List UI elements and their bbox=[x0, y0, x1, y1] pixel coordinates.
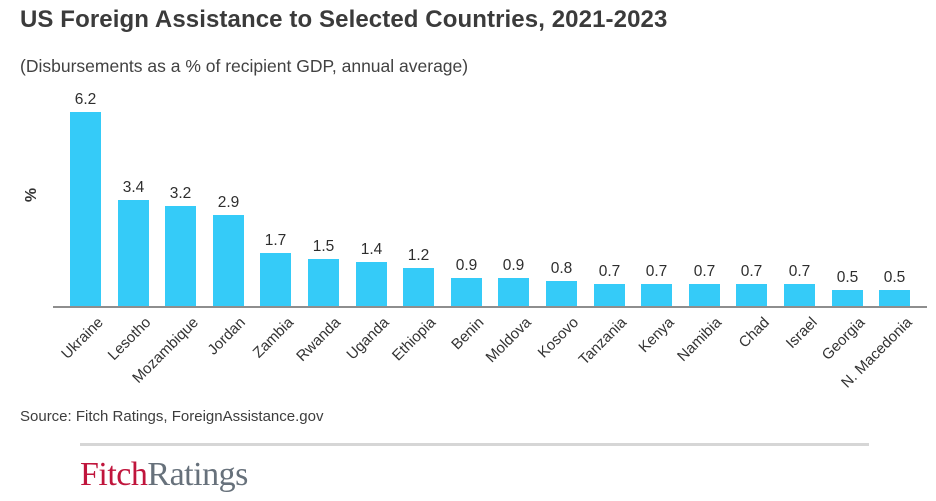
bar bbox=[213, 215, 244, 306]
bar-group: 0.8 bbox=[546, 90, 577, 306]
bar-group: 0.9 bbox=[451, 90, 482, 306]
bar-value-label: 2.9 bbox=[217, 194, 240, 211]
source-note: Source: Fitch Ratings, ForeignAssistance… bbox=[20, 408, 324, 425]
x-axis-tick-label: Moldova bbox=[482, 314, 535, 367]
bar-value-label: 6.2 bbox=[74, 91, 97, 108]
bar-group: 6.2 bbox=[70, 90, 101, 306]
bar bbox=[70, 112, 101, 306]
logo-ratings: Ratings bbox=[147, 456, 248, 493]
plot-area: 6.2 3.4 3.2 2.9 1.7 1.5 1.4 1.2 0.9 0.9 0.8 0.7 0.7 0… bbox=[53, 90, 927, 308]
bar bbox=[546, 281, 577, 306]
bar-group: 0.7 bbox=[594, 90, 625, 306]
x-axis-tick-label: Rwanda bbox=[293, 314, 345, 365]
bar bbox=[308, 259, 339, 306]
bar bbox=[736, 284, 767, 306]
x-axis-tick-label: Zambia bbox=[249, 314, 297, 362]
bar bbox=[118, 200, 149, 306]
bar bbox=[689, 284, 720, 306]
bar-value-label: 0.5 bbox=[836, 269, 859, 286]
bar-group: 1.5 bbox=[308, 90, 339, 306]
bar-value-label: 0.7 bbox=[740, 263, 763, 280]
x-axis-tick-label: Georgia bbox=[818, 314, 869, 364]
bar-value-label: 0.9 bbox=[455, 257, 478, 274]
bar-value-label: 0.8 bbox=[550, 260, 573, 277]
x-axis-tick-label: Tanzania bbox=[575, 314, 631, 369]
bar-group: 2.9 bbox=[213, 90, 244, 306]
bar bbox=[594, 284, 625, 306]
bar-group: 0.5 bbox=[832, 90, 863, 306]
bar-group: 0.7 bbox=[641, 90, 672, 306]
bar bbox=[451, 278, 482, 306]
fitch-ratings-logo: FitchRatings bbox=[80, 456, 248, 494]
bar bbox=[879, 290, 910, 306]
bar bbox=[641, 284, 672, 306]
x-axis-tick-label: Israel bbox=[782, 314, 821, 352]
x-axis-tick-label: Jordan bbox=[204, 314, 250, 359]
x-axis-tick-label: Ukraine bbox=[57, 314, 107, 363]
bar-value-label: 1.2 bbox=[407, 247, 430, 264]
bar-value-label: 3.4 bbox=[122, 179, 145, 196]
x-axis-tick-label: Ethiopia bbox=[389, 314, 440, 365]
bar-value-label: 0.7 bbox=[598, 263, 621, 280]
x-axis-tick-label: Namibia bbox=[674, 314, 726, 365]
bar bbox=[356, 262, 387, 306]
x-axis-tick-label: Lesotho bbox=[104, 314, 155, 364]
bar-value-label: 0.7 bbox=[788, 263, 811, 280]
chart-title: US Foreign Assistance to Selected Countr… bbox=[20, 6, 668, 33]
footer-divider bbox=[80, 443, 869, 446]
x-axis-tick-label: Mozambique bbox=[128, 314, 202, 387]
x-axis-tick-label: Chad bbox=[735, 314, 773, 352]
bar-value-label: 1.7 bbox=[264, 232, 287, 249]
bar-group: 0.7 bbox=[784, 90, 815, 306]
bar-group: 1.2 bbox=[403, 90, 434, 306]
bar bbox=[832, 290, 863, 306]
bar bbox=[498, 278, 529, 306]
bar-group: 0.7 bbox=[736, 90, 767, 306]
y-axis-label: % bbox=[23, 187, 40, 203]
bar-value-label: 0.5 bbox=[883, 269, 906, 286]
bar-value-label: 1.5 bbox=[312, 238, 335, 255]
bar-group: 1.4 bbox=[356, 90, 387, 306]
bar-value-label: 0.7 bbox=[645, 263, 668, 280]
bar-group: 1.7 bbox=[260, 90, 291, 306]
bar-group: 0.7 bbox=[689, 90, 720, 306]
bar-value-label: 3.2 bbox=[169, 185, 192, 202]
bar-group: 3.4 bbox=[118, 90, 149, 306]
logo-fitch: Fitch bbox=[80, 456, 148, 493]
bar-group: 0.5 bbox=[879, 90, 910, 306]
x-axis-tick-label: Uganda bbox=[342, 314, 393, 364]
bar-value-label: 0.9 bbox=[502, 257, 525, 274]
x-axis-tick-label: Kenya bbox=[635, 314, 678, 357]
bar bbox=[165, 206, 196, 306]
x-axis-tick-label: N. Macedonia bbox=[838, 314, 916, 392]
bar-group: 3.2 bbox=[165, 90, 196, 306]
x-axis-tick-label: Benin bbox=[448, 314, 488, 354]
x-axis-tick-label: Kosovo bbox=[535, 314, 583, 362]
bar bbox=[784, 284, 815, 306]
bar-value-label: 0.7 bbox=[693, 263, 716, 280]
bar bbox=[260, 253, 291, 306]
chart-subtitle: (Disbursements as a % of recipient GDP, … bbox=[20, 56, 469, 76]
bar-value-label: 1.4 bbox=[360, 241, 383, 258]
bar-group: 0.9 bbox=[498, 90, 529, 306]
bar bbox=[403, 268, 434, 306]
